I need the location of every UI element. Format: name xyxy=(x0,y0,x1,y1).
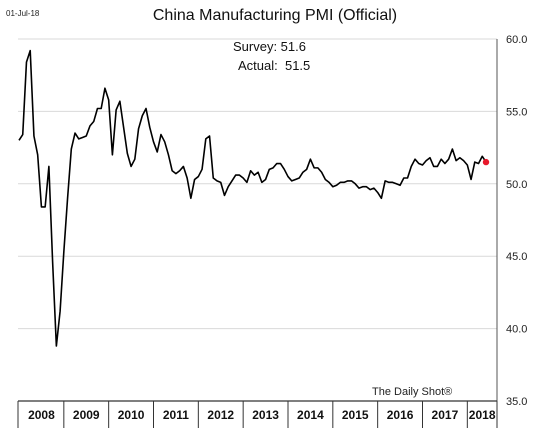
source-credit: The Daily Shot® xyxy=(372,386,453,398)
actual-annotation: Actual: 51.5 xyxy=(238,58,311,73)
x-tick-label: 2013 xyxy=(252,408,279,422)
x-tick-label: 2014 xyxy=(297,408,324,422)
x-tick-label: 2009 xyxy=(73,408,100,422)
gridlines xyxy=(18,38,497,330)
chart-title: China Manufacturing PMI (Official) xyxy=(152,7,398,24)
y-tick-label: 45.0 xyxy=(506,251,527,263)
latest-point-marker xyxy=(482,158,490,166)
tick-labels: 35.0 40.0 45.0 50.0 55.0 60.0 2008 2009 2010 2011… xyxy=(28,34,527,422)
y-tick-label: 60.0 xyxy=(506,34,527,46)
x-tick-label: 2016 xyxy=(387,408,414,422)
y-tick-label: 40.0 xyxy=(506,324,527,336)
y-tick-label: 35.0 xyxy=(506,396,527,408)
x-tick-label: 2012 xyxy=(207,408,234,422)
x-tick-label: 2018 xyxy=(469,408,496,422)
x-tick-label: 2017 xyxy=(432,408,459,422)
x-tick-label: 2008 xyxy=(28,408,55,422)
survey-annotation: Survey: 51.6 xyxy=(233,39,306,54)
date-stamp: 01-Jul-18 xyxy=(6,9,40,18)
x-tick-label: 2010 xyxy=(118,408,145,422)
y-tick-label: 50.0 xyxy=(506,179,527,191)
series-layer xyxy=(18,49,490,347)
pmi-series-line xyxy=(18,49,487,347)
axes xyxy=(17,39,498,428)
x-tick-label: 2015 xyxy=(342,408,369,422)
y-tick-label: 55.0 xyxy=(506,106,527,118)
x-tick-label: 2011 xyxy=(163,408,189,422)
